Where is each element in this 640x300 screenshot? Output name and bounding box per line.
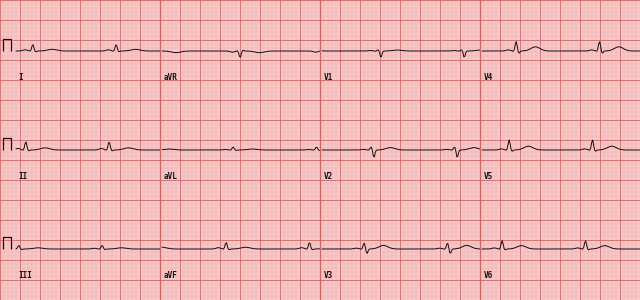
Text: aVR: aVR bbox=[164, 73, 178, 82]
Text: V3: V3 bbox=[324, 271, 333, 280]
Text: V1: V1 bbox=[324, 73, 333, 82]
Text: I: I bbox=[18, 73, 22, 82]
Text: III: III bbox=[18, 271, 32, 280]
Text: V5: V5 bbox=[484, 172, 493, 181]
Text: aVF: aVF bbox=[164, 271, 178, 280]
Text: V4: V4 bbox=[484, 73, 493, 82]
Text: II: II bbox=[18, 172, 28, 181]
Text: aVL: aVL bbox=[164, 172, 178, 181]
Text: V2: V2 bbox=[324, 172, 333, 181]
Text: V6: V6 bbox=[484, 271, 493, 280]
